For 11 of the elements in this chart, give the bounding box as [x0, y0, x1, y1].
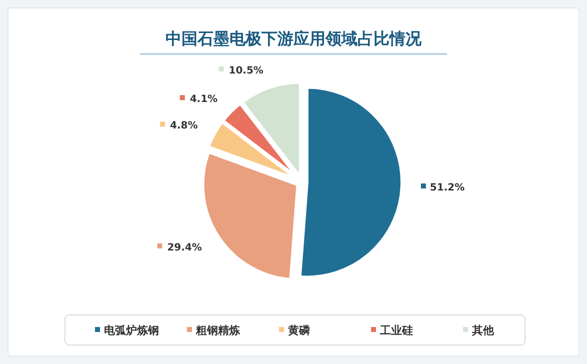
- data-label: 51.2%: [430, 182, 465, 194]
- legend-label: 工业硅: [379, 324, 413, 337]
- legend-label: 其他: [471, 324, 495, 337]
- data-label: 29.4%: [167, 242, 202, 254]
- legend-label: 电弧炉炼钢: [104, 324, 159, 337]
- legend-label: 黄磷: [287, 324, 311, 337]
- data-label: 4.8%: [170, 120, 198, 132]
- chart-title: 中国石墨电极下游应用领域占比情况: [166, 29, 422, 48]
- data-label: 10.5%: [228, 65, 264, 76]
- legend-label: 粗钢精炼: [195, 324, 241, 337]
- data-label: 4.1%: [190, 94, 218, 106]
